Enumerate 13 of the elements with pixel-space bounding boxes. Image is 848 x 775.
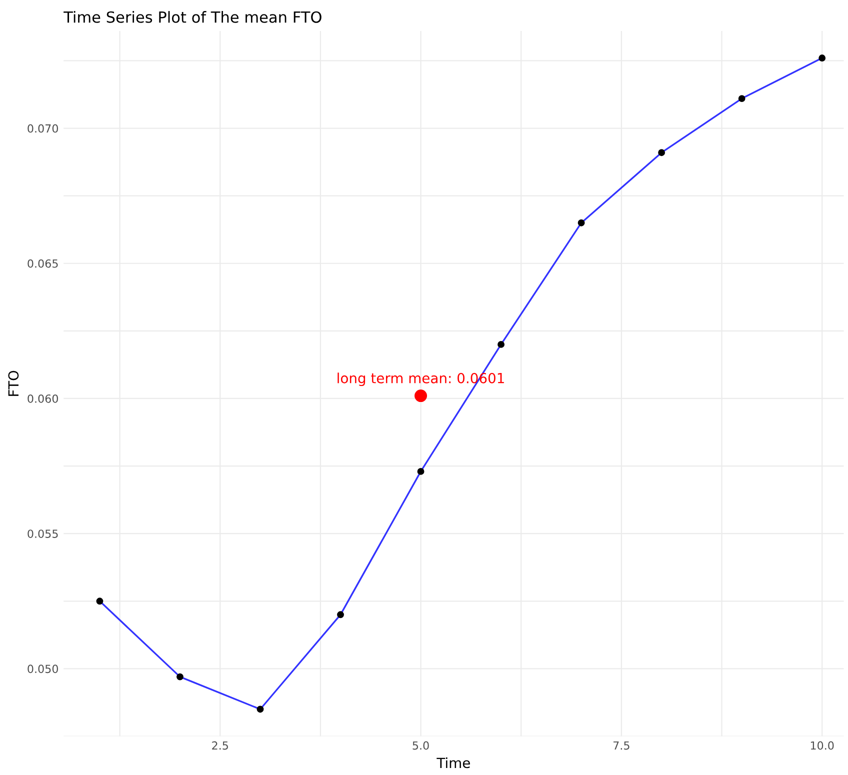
y-tick-label: 0.055 xyxy=(28,530,58,538)
y-axis-title: FTO xyxy=(8,370,19,396)
chart-title: Time Series Plot of The mean FTO xyxy=(64,11,322,23)
text: 0.070 xyxy=(28,124,58,133)
x-tick-label: 7.5 xyxy=(614,741,630,750)
point xyxy=(414,390,428,402)
text: 0.050 xyxy=(28,664,58,674)
text: 0.060 xyxy=(28,394,58,403)
y-tick-label: 0.065 xyxy=(28,259,58,268)
x-tick-label: 2.5 xyxy=(212,741,228,750)
text: 5.0 xyxy=(412,741,429,750)
text: 10.0 xyxy=(810,741,834,750)
x-axis-title: Time xyxy=(436,757,470,768)
